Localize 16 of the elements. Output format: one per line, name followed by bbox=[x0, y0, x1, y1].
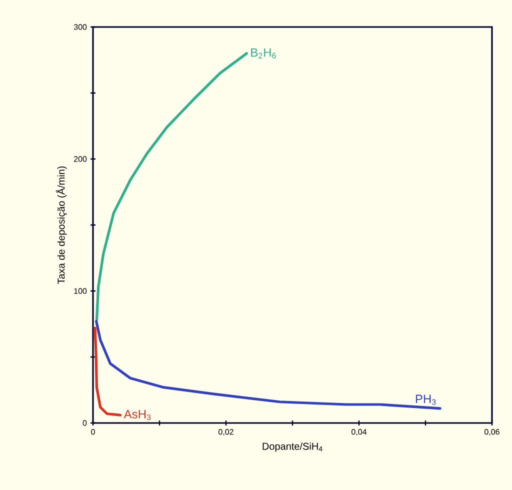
line-series bbox=[95, 320, 442, 410]
series-label: AsH$_{3}$ bbox=[124, 410, 151, 420]
x-axis-title: Dopante/SiH$_{4}$ bbox=[262, 442, 322, 452]
series-label: PH$_{3}$ bbox=[416, 394, 436, 405]
y-axis-title: Taxa de deposição (Å/min) bbox=[56, 166, 67, 284]
x-tick-label: 0,02 bbox=[218, 429, 234, 436]
x-tick-label: 0,06 bbox=[484, 429, 500, 436]
y-tick-label: 300 bbox=[74, 24, 87, 30]
x-tick-label: 0,04 bbox=[352, 429, 367, 436]
y-tick-label: 200 bbox=[74, 156, 87, 162]
x-tick-label: 0 bbox=[91, 429, 95, 435]
y-tick-label: 100 bbox=[74, 288, 87, 294]
line-series bbox=[95, 52, 248, 322]
line-series bbox=[94, 326, 122, 416]
series-label: B$_{2}$H$_{6}$ bbox=[251, 48, 276, 58]
y-tick-label: 0 bbox=[82, 420, 87, 426]
